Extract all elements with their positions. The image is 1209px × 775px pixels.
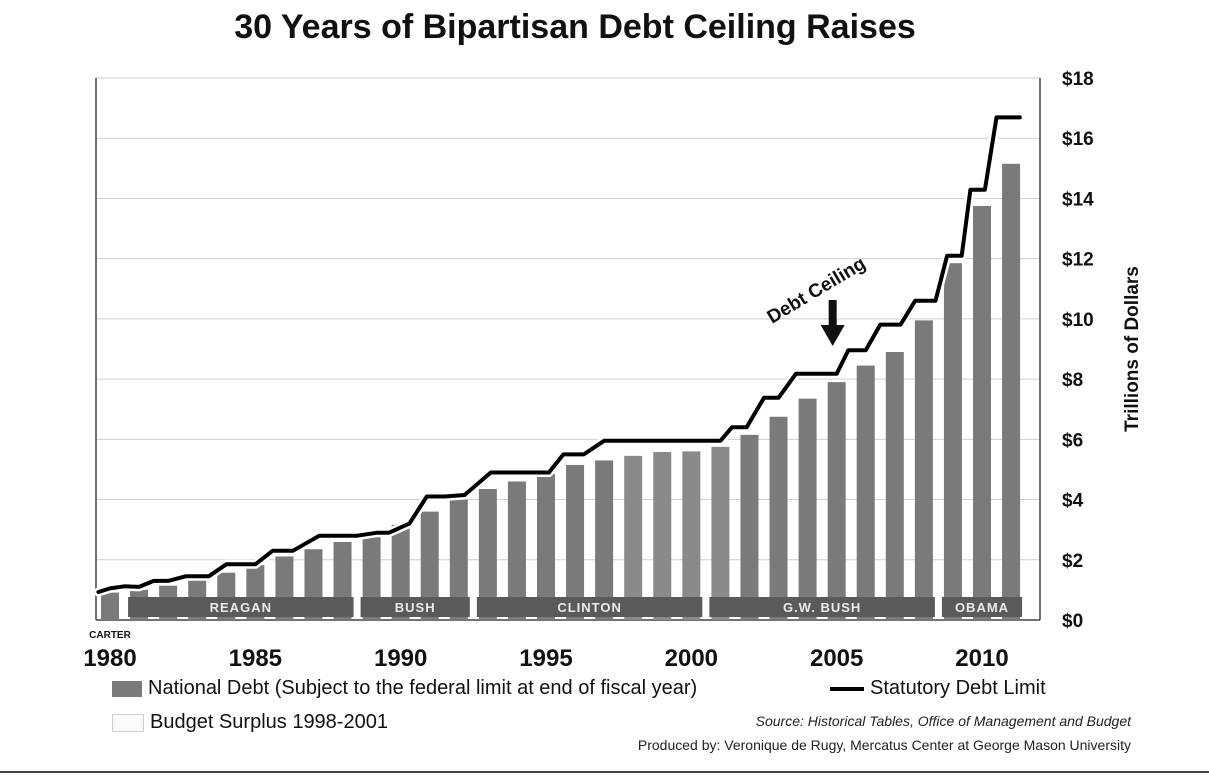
president-band <box>476 597 703 617</box>
y-tick-label: $18 <box>1062 69 1094 90</box>
surplus-bar <box>711 446 730 620</box>
national-debt-bar <box>769 416 788 620</box>
y-tick-label: $12 <box>1062 250 1094 271</box>
national-debt-bar <box>827 382 846 620</box>
produced-by-note: Produced by: Veronique de Rugy, Mercatus… <box>637 737 1131 753</box>
national-debt-bar <box>507 481 526 620</box>
surplus-bar <box>653 451 672 620</box>
president-band <box>709 597 935 617</box>
annotation-arrow-shaft <box>828 300 837 326</box>
national-debt-bar <box>798 398 817 620</box>
president-label: OBAMA <box>955 600 1009 615</box>
debt-limit-halo <box>93 112 1025 597</box>
surplus-bar <box>682 451 701 620</box>
president-label: CLINTON <box>557 600 622 615</box>
y-tick-label: $14 <box>1062 189 1094 210</box>
national-debt-bar <box>449 499 468 620</box>
national-debt-bar <box>740 434 759 620</box>
y-tick-label: $8 <box>1062 370 1083 391</box>
legend-swatch-debt-limit <box>830 686 864 691</box>
national-debt-bar <box>391 524 410 620</box>
y-tick-label: $6 <box>1062 430 1083 451</box>
source-note: Source: Historical Tables, Office of Man… <box>755 713 1131 729</box>
x-tick-label: 1995 <box>519 645 572 672</box>
legend-label-debt-limit: Statutory Debt Limit <box>870 677 1046 699</box>
y-tick-label: $10 <box>1062 310 1094 331</box>
chart-title: 30 Years of Bipartisan Debt Ceiling Rais… <box>234 8 916 46</box>
x-tick-label: 2005 <box>810 645 863 672</box>
x-tick-label: 1980 <box>83 645 136 672</box>
national-debt-bar <box>856 365 875 620</box>
surplus-bar <box>624 455 643 620</box>
y-tick-label: $0 <box>1062 611 1083 632</box>
debt-ceiling-chart: $0 $2 $4 $6 $8 $10 $12 $14 $16 $18 Trillions of Do… <box>83 69 1143 672</box>
national-debt-bar <box>885 352 904 620</box>
y-tick-label: $4 <box>1062 491 1084 512</box>
y-tick-label: $16 <box>1062 129 1094 150</box>
national-debt-bar <box>566 464 585 620</box>
y-tick-label: $2 <box>1062 551 1083 572</box>
annotation-arrow-head <box>820 325 845 346</box>
national-debt-bar <box>1002 163 1021 621</box>
national-debt-bar <box>973 205 991 620</box>
legend-label-national-debt: National Debt (Subject to the federal li… <box>148 677 698 699</box>
x-tick-label: 2000 <box>665 645 718 672</box>
president-label: BUSH <box>395 600 436 615</box>
legend-item-national-debt: National Debt (Subject to the federal li… <box>112 677 697 700</box>
legend-label-budget-surplus: Budget Surplus 1998-2001 <box>150 711 388 733</box>
x-tick-label: 1985 <box>229 645 282 672</box>
legend-swatch-budget-surplus <box>112 713 144 732</box>
legend-item-budget-surplus: Budget Surplus 1998-2001 <box>112 711 388 734</box>
statutory-debt-limit-line <box>96 115 1022 594</box>
bottom-divider <box>0 771 1209 773</box>
president-band <box>360 597 470 617</box>
legend-swatch-national-debt <box>112 680 142 697</box>
national-debt-bar <box>943 263 962 620</box>
president-label: REAGAN <box>210 600 272 615</box>
carter-label: CARTER <box>89 630 131 641</box>
debt-ceiling-annotation: Debt Ceiling <box>764 253 870 328</box>
national-debt-bar <box>478 489 497 620</box>
national-debt-bar <box>914 320 933 620</box>
national-debt-bar <box>101 592 119 620</box>
legend-item-debt-limit: Statutory Debt Limit <box>830 677 1046 700</box>
president-band <box>128 597 354 617</box>
x-tick-label: 1990 <box>374 645 427 672</box>
national-debt-bar <box>537 473 555 620</box>
x-tick-label: 2010 <box>955 645 1008 672</box>
president-label: G.W. BUSH <box>783 600 861 615</box>
president-band <box>941 597 1023 617</box>
national-debt-bar <box>420 511 439 620</box>
national-debt-bar <box>595 460 614 620</box>
y-axis-title: Trillions of Dollars <box>1122 266 1143 432</box>
